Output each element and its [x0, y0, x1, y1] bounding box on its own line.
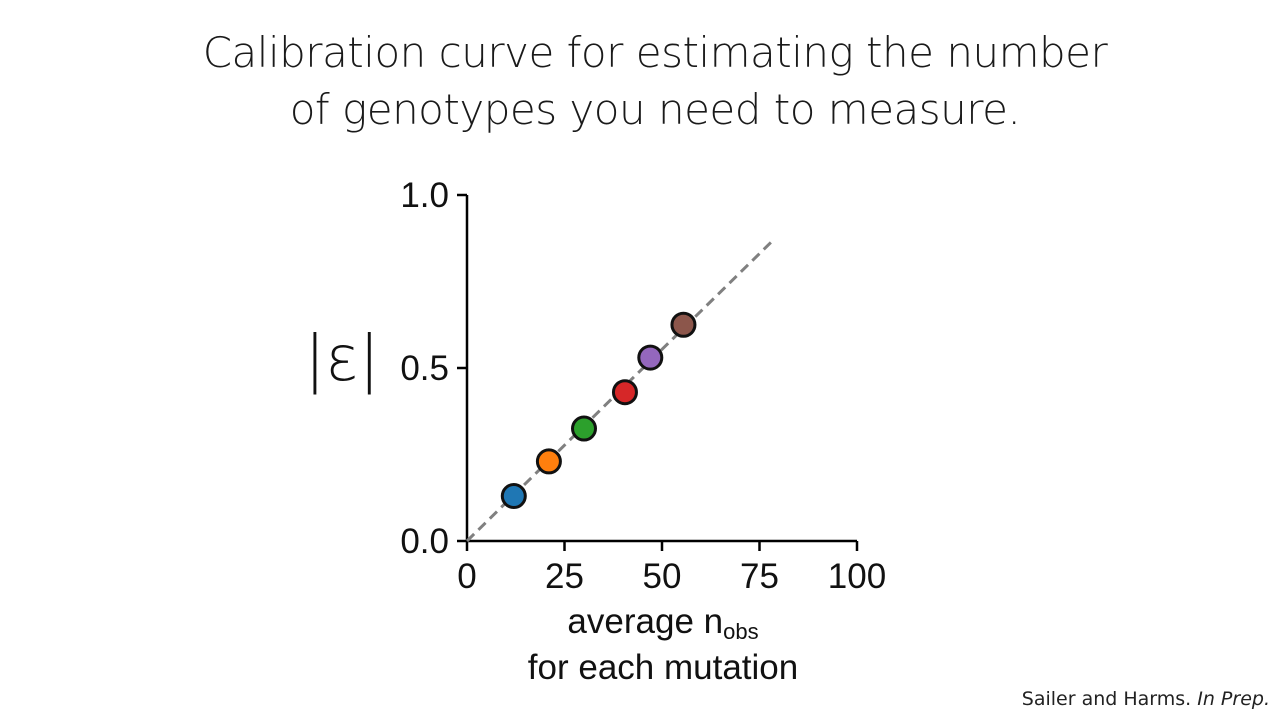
x-tick-label: 50: [643, 557, 682, 596]
x-tick-label: 100: [828, 557, 886, 596]
data-point: [535, 448, 562, 475]
data-point: [571, 415, 597, 442]
citation: Sailer and Harms. In Prep.: [1022, 688, 1270, 710]
x-axis-label-main: average n: [567, 602, 724, 641]
x-axis-label: average nobs: [463, 602, 863, 645]
citation-authors: Sailer and Harms.: [1021, 688, 1198, 710]
data-point: [670, 311, 697, 338]
axes: 0 25 50 75 100 0.0 0.5 1.0: [400, 176, 886, 596]
chart-title-line-2: of genotypes you need to measure.: [289, 85, 1021, 134]
x-tick-label: 75: [740, 557, 779, 596]
chart-title-line-1: Calibration curve for estimating the num…: [202, 28, 1108, 77]
data-point: [611, 379, 638, 406]
x-tick-label: 0: [457, 557, 476, 596]
citation-status: In Prep.: [1197, 688, 1270, 710]
data-points: [500, 311, 697, 510]
data-point: [637, 344, 664, 371]
x-axis-label-line-2: for each mutation: [527, 648, 799, 687]
y-tick-label: 1.0: [400, 176, 449, 215]
x-axis-label-subscript: obs: [723, 619, 759, 644]
data-point: [500, 483, 527, 510]
y-tick-label: 0.5: [400, 349, 449, 388]
y-axis-label: |ε|: [304, 322, 379, 396]
chart-title: Calibration curve for estimating the num…: [0, 24, 1280, 138]
y-tick-label: 0.0: [400, 522, 449, 561]
x-tick-label: 25: [545, 557, 584, 596]
